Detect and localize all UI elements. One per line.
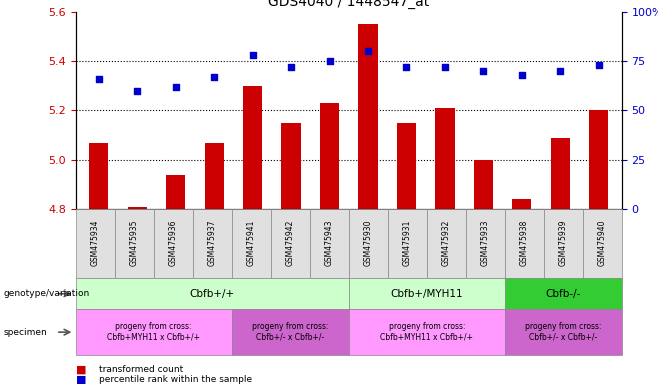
Text: Cbfb+/+: Cbfb+/+: [190, 289, 235, 299]
Point: [555, 68, 565, 74]
Text: ■: ■: [76, 364, 86, 374]
Bar: [466, 209, 505, 278]
Text: progeny from cross:
Cbfb+MYH11 x Cbfb+/+: progeny from cross: Cbfb+MYH11 x Cbfb+/+: [107, 323, 200, 342]
Point: [440, 64, 450, 70]
Bar: [505, 278, 622, 309]
Text: GSM475942: GSM475942: [286, 220, 295, 266]
Point: [517, 72, 527, 78]
Title: GDS4040 / 1448547_at: GDS4040 / 1448547_at: [268, 0, 430, 9]
Text: GSM475936: GSM475936: [168, 220, 178, 266]
Bar: [193, 209, 232, 278]
Bar: [388, 209, 427, 278]
Bar: [349, 309, 505, 355]
Text: progeny from cross:
Cbfb+/- x Cbfb+/-: progeny from cross: Cbfb+/- x Cbfb+/-: [252, 323, 328, 342]
Bar: [205, 142, 224, 209]
Bar: [349, 209, 388, 278]
Point: [594, 62, 604, 68]
Text: GSM475935: GSM475935: [130, 220, 139, 266]
Bar: [114, 209, 154, 278]
Point: [170, 84, 181, 90]
Bar: [128, 207, 147, 209]
Text: GSM475940: GSM475940: [598, 220, 607, 266]
Point: [478, 68, 489, 74]
Bar: [544, 209, 583, 278]
Text: GSM475934: GSM475934: [91, 220, 99, 266]
Text: progeny from cross:
Cbfb+/- x Cbfb+/-: progeny from cross: Cbfb+/- x Cbfb+/-: [525, 323, 601, 342]
Bar: [76, 309, 232, 355]
Bar: [427, 209, 466, 278]
Point: [247, 52, 258, 58]
Bar: [436, 108, 455, 209]
Bar: [320, 103, 339, 209]
Point: [363, 48, 373, 54]
Bar: [76, 209, 114, 278]
Text: specimen: specimen: [3, 328, 47, 337]
Text: genotype/variation: genotype/variation: [3, 289, 89, 298]
Bar: [583, 209, 622, 278]
Text: GSM475937: GSM475937: [208, 220, 216, 266]
Bar: [505, 209, 544, 278]
Point: [324, 58, 335, 64]
Bar: [232, 309, 349, 355]
Bar: [551, 137, 570, 209]
Point: [209, 74, 219, 80]
Text: GSM475933: GSM475933: [481, 220, 490, 266]
Point: [93, 76, 104, 82]
Bar: [270, 209, 310, 278]
Text: GSM475939: GSM475939: [559, 220, 568, 266]
Bar: [474, 160, 493, 209]
Text: ■: ■: [76, 374, 86, 384]
Bar: [512, 199, 532, 209]
Text: Cbfb+/MYH11: Cbfb+/MYH11: [390, 289, 463, 299]
Text: Cbfb-/-: Cbfb-/-: [545, 289, 581, 299]
Text: GSM475932: GSM475932: [442, 220, 451, 266]
Bar: [349, 278, 505, 309]
Text: GSM475938: GSM475938: [520, 220, 529, 266]
Bar: [166, 175, 186, 209]
Bar: [154, 209, 193, 278]
Bar: [243, 86, 262, 209]
Bar: [310, 209, 349, 278]
Text: GSM475943: GSM475943: [325, 220, 334, 266]
Text: GSM475930: GSM475930: [364, 220, 372, 266]
Text: GSM475941: GSM475941: [247, 220, 256, 266]
Bar: [89, 142, 109, 209]
Text: transformed count: transformed count: [99, 365, 183, 374]
Bar: [76, 278, 349, 309]
Point: [132, 88, 143, 94]
Text: progeny from cross:
Cbfb+MYH11 x Cbfb+/+: progeny from cross: Cbfb+MYH11 x Cbfb+/+: [380, 323, 473, 342]
Bar: [282, 123, 301, 209]
Bar: [397, 123, 416, 209]
Bar: [232, 209, 270, 278]
Text: GSM475931: GSM475931: [403, 220, 412, 266]
Point: [286, 64, 296, 70]
Text: percentile rank within the sample: percentile rank within the sample: [99, 375, 252, 384]
Point: [401, 64, 412, 70]
Bar: [359, 24, 378, 209]
Bar: [589, 110, 609, 209]
Bar: [505, 309, 622, 355]
